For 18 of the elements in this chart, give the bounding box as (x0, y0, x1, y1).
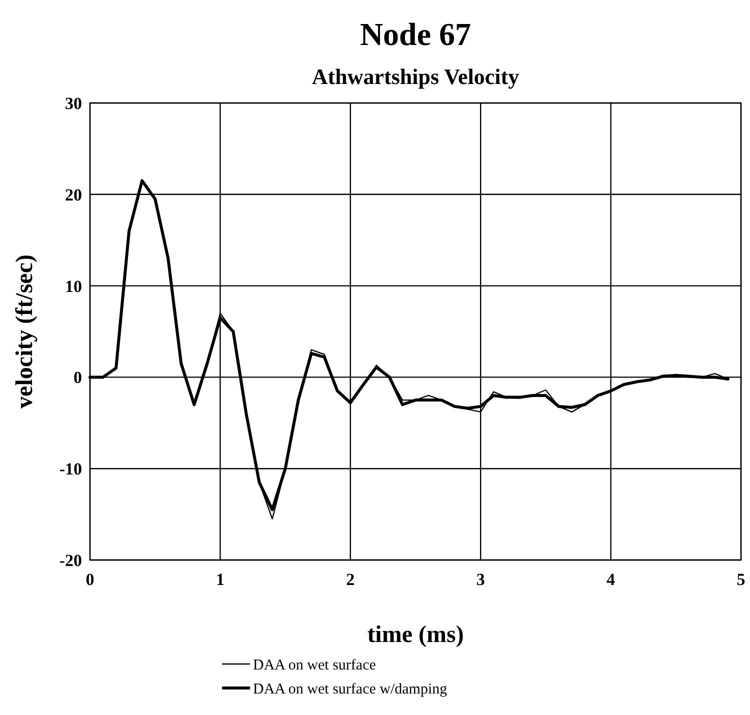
chart-title: Node 67 (360, 16, 472, 52)
legend-label: DAA on wet surface (253, 657, 376, 674)
x-axis-title: time (ms) (367, 622, 464, 648)
y-tick-label: 20 (65, 185, 82, 204)
x-tick-label: 3 (476, 570, 485, 589)
chart-subtitle: Athwartships Velocity (312, 64, 520, 89)
legend-label: DAA on wet surface w/damping (253, 681, 448, 698)
y-tick-label: -10 (59, 460, 82, 479)
x-tick-label: 5 (736, 570, 746, 589)
y-tick-label: 10 (65, 276, 82, 296)
x-tick-label: 2 (346, 570, 355, 589)
y-tick-label: -20 (59, 550, 82, 570)
x-tick-label: 0 (86, 570, 94, 589)
y-axis-title: velocity (ft/sec) (12, 254, 38, 408)
y-tick-label: 0 (74, 368, 82, 388)
y-tick-label: 30 (65, 94, 82, 113)
x-tick-label: 1 (216, 570, 224, 589)
x-tick-label: 4 (606, 570, 616, 589)
